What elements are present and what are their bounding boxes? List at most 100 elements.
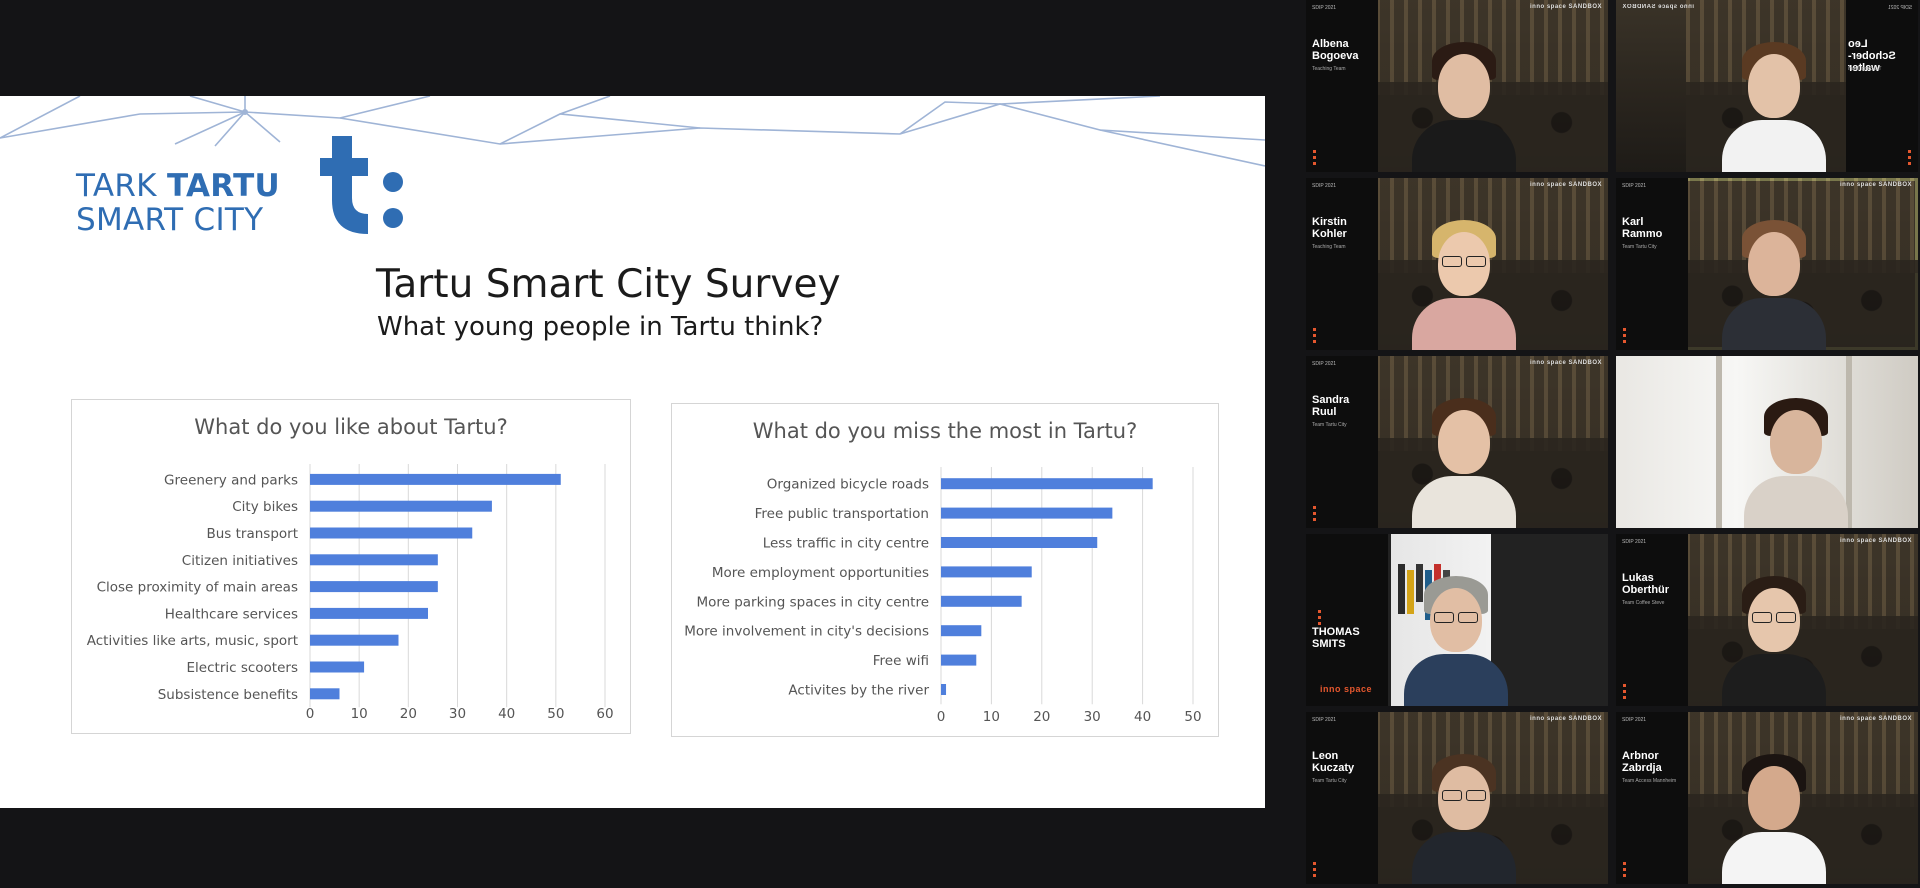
chart-like-tartu-svg: What do you like about Tartu? 0 10 20 30 40 50…	[87, 415, 614, 722]
participant-video	[1404, 218, 1524, 350]
bar	[310, 688, 340, 700]
avatar-body	[1744, 476, 1848, 528]
participant-video	[1714, 40, 1834, 172]
category-label: More employment opportunities	[712, 565, 929, 581]
bar	[941, 654, 977, 666]
chart-miss-tartu: What do you miss the most in Tartu? 0 10 20…	[671, 403, 1219, 737]
name-panel	[1306, 0, 1378, 172]
book	[1407, 570, 1414, 614]
bar	[310, 473, 561, 485]
avatar-face	[1438, 766, 1490, 830]
x-tick-label: 30	[449, 706, 466, 722]
bar	[941, 566, 1032, 578]
menu-dots-icon[interactable]	[1908, 150, 1911, 166]
chart-title: What do you like about Tartu?	[194, 415, 507, 439]
event-tag: SDIP 2021	[1312, 183, 1337, 189]
innospace-logo: inno space SANDBOX	[1529, 182, 1602, 188]
bar	[310, 500, 492, 512]
bar	[310, 527, 473, 539]
chart-title: What do you miss the most in Tartu?	[753, 419, 1137, 443]
menu-dots-icon[interactable]	[1313, 506, 1316, 522]
x-tick-label: 40	[498, 706, 515, 722]
name-panel	[1616, 534, 1688, 706]
logo-text-line2: SMART CITY	[76, 202, 264, 238]
avatar-face	[1438, 232, 1490, 296]
logo-word-tartu: TARTU	[166, 168, 280, 204]
bar	[941, 684, 947, 695]
innospace-logo: inno space SANDBOX	[1839, 716, 1912, 722]
glasses-icon	[1466, 256, 1486, 267]
event-tag: SDIP 2021	[1312, 717, 1337, 723]
innospace-logo: inno space SANDBOX	[1529, 360, 1602, 366]
category-label: Healthcare services	[165, 606, 298, 622]
participant-tile[interactable]: SDIP 2021 inno space SANDBOX Arbnor Zabrdj…	[1616, 712, 1918, 884]
book	[1416, 564, 1423, 602]
participant-role: Team Coffee Steve	[1622, 600, 1665, 606]
menu-dots-icon[interactable]	[1313, 328, 1316, 344]
bar	[310, 554, 438, 566]
participant-tile[interactable]: SDIP 2021 inno space SANDBOX Sandra Ruul Te…	[1306, 356, 1608, 528]
menu-dots-icon[interactable]	[1623, 684, 1626, 700]
glasses-icon	[1442, 790, 1462, 801]
logo-mark	[318, 136, 410, 236]
avatar-face	[1748, 232, 1800, 296]
name-panel	[1306, 356, 1378, 528]
participant-name: Leon Kuczaty	[1312, 750, 1355, 774]
bar	[941, 625, 982, 637]
x-tick-label: 60	[596, 706, 613, 722]
participant-tile[interactable]: SDIP 2021 inno space SANDBOX Kirstin Kohle…	[1306, 178, 1608, 350]
avatar-face	[1770, 410, 1822, 474]
participant-role: Teaching Team	[1312, 244, 1346, 250]
bar	[941, 595, 1022, 607]
chart-like-tartu: What do you like about Tartu? 0 10 20 30 40 50…	[71, 399, 631, 734]
participant-tile[interactable]: SDIP 2021 inno space SANDBOX Lukas Oberthü…	[1616, 534, 1918, 706]
x-tick-label: 20	[1033, 709, 1050, 725]
name-panel	[1306, 712, 1378, 884]
menu-dots-icon[interactable]	[1623, 328, 1626, 344]
slide-decoration	[0, 96, 1265, 167]
event-tag: SDIP 2021	[1312, 361, 1337, 367]
participant-name: Arbnor Zabrdja	[1622, 750, 1662, 774]
participant-name: Albena Bogoeva	[1312, 38, 1359, 62]
participant-gallery: SDIP 2021 inno space SANDBOX Albena Bogoev…	[1306, 0, 1920, 888]
innospace-logo: inno space SANDBOX	[1839, 182, 1912, 188]
bar	[941, 507, 1113, 519]
x-tick-label: 10	[351, 706, 368, 722]
x-tick-label: 50	[1184, 709, 1201, 725]
participant-role: Team Tartu City	[1312, 422, 1347, 428]
participant-tile[interactable]: SDIP 2021 inno space SANDBOX Karl Rammo Tea…	[1616, 178, 1918, 350]
window-frame	[1846, 356, 1852, 528]
participant-tile[interactable]	[1616, 356, 1918, 528]
participant-video	[1714, 752, 1834, 884]
participant-video	[1404, 752, 1524, 884]
participant-video	[1404, 40, 1524, 172]
category-label: Electric scooters	[187, 660, 298, 676]
event-tag: SDIP 2021	[1622, 539, 1647, 545]
category-label: Subsistence benefits	[158, 687, 298, 703]
participant-role: Teaching Team	[1848, 66, 1882, 72]
x-tick-label: 50	[547, 706, 564, 722]
participant-tile[interactable]: SDIP 2021 inno space SANDBOX Leon Kuczaty T…	[1306, 712, 1608, 884]
avatar-body	[1412, 298, 1516, 350]
menu-dots-icon[interactable]	[1313, 862, 1316, 878]
participant-name: THOMAS SMITS	[1312, 626, 1360, 650]
participant-name: Kirstin Kohler	[1312, 216, 1347, 240]
category-label: Less traffic in city centre	[763, 536, 929, 552]
menu-dots-icon[interactable]	[1318, 610, 1321, 626]
category-label: Bus transport	[206, 526, 298, 542]
glasses-icon	[1434, 612, 1454, 623]
category-label: Close proximity of main areas	[97, 580, 298, 596]
participant-tile[interactable]: SDIP 2021 inno space SANDBOX Leo Schober-w…	[1616, 0, 1918, 172]
participant-video	[1396, 574, 1516, 706]
menu-dots-icon[interactable]	[1313, 150, 1316, 166]
avatar-body	[1722, 298, 1826, 350]
slide-title: Tartu Smart City Survey	[376, 262, 841, 307]
logo-word-tark: TARK	[76, 168, 157, 204]
avatar-body	[1412, 832, 1516, 884]
bar	[310, 607, 428, 619]
participant-tile[interactable]: SDIP 2021 inno space SANDBOX Albena Bogoev…	[1306, 0, 1608, 172]
menu-dots-icon[interactable]	[1623, 862, 1626, 878]
innospace-logo: inno space SANDBOX	[1529, 4, 1602, 10]
participant-role: Teaching Team	[1312, 66, 1346, 72]
participant-tile[interactable]: inno space THOMAS SMITS	[1306, 534, 1608, 706]
